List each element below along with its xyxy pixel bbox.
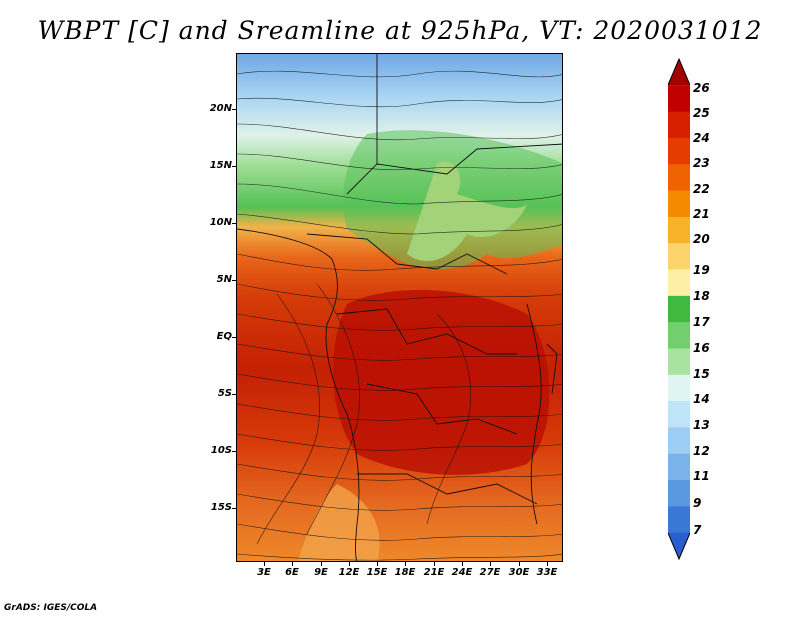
lon-label: 15E: [366, 567, 388, 578]
colorbar-segment: [668, 401, 690, 428]
lon-label: 27E: [479, 567, 501, 578]
lon-tick: [349, 562, 350, 566]
lat-label: 5N: [216, 274, 232, 285]
lon-label: 33E: [536, 567, 558, 578]
warm-core-region: [333, 290, 550, 475]
colorbar-segment: [668, 453, 690, 481]
chart-title: WBPT [C] and Sreamline at 925hPa, VT: 20…: [37, 16, 763, 45]
lat-tick: [232, 337, 236, 338]
lat-label: 15S: [210, 502, 232, 513]
colorbar-segment: [668, 348, 690, 376]
colorbar-segment: [668, 427, 690, 455]
colorbar-arrows: [668, 58, 690, 560]
streamlines: [237, 70, 562, 561]
lat-tick: [232, 166, 236, 167]
lat-label: 20N: [209, 103, 232, 114]
colorbar-segment: [668, 506, 690, 534]
lon-label: 12E: [338, 567, 360, 578]
colorbar-segment: [668, 532, 690, 559]
colorbar-segment: [668, 190, 690, 218]
colorbar-label: 15: [693, 367, 710, 381]
colorbar-segment: [668, 216, 690, 244]
lon-label: 30E: [508, 567, 530, 578]
lon-tick: [321, 562, 322, 566]
colorbar-segment: [668, 243, 690, 271]
lon-tick: [519, 562, 520, 566]
colorbar-segment: [668, 269, 690, 297]
lon-tick: [434, 562, 435, 566]
colorbar-label: 7: [693, 523, 702, 537]
colorbar-segment: [668, 85, 690, 113]
colorbar-label: 21: [693, 207, 710, 221]
colorbar-segments: [668, 59, 690, 559]
colorbar-segment: [668, 137, 690, 165]
lon-tick: [377, 562, 378, 566]
colorbar: [668, 58, 690, 560]
lat-tick: [232, 451, 236, 452]
colorbar-segment: [668, 164, 690, 192]
colorbar-label: 12: [693, 444, 710, 458]
country-borders: [237, 54, 562, 561]
credit-text: GrADS: IGES/COLA: [4, 603, 98, 613]
colorbar-label: 16: [693, 341, 710, 355]
lat-tick: [232, 223, 236, 224]
lon-tick: [490, 562, 491, 566]
lon-label: 9E: [314, 567, 328, 578]
colorbar-label: 25: [693, 106, 710, 120]
colorbar-label: 23: [693, 156, 710, 170]
colorbar-segment: [668, 374, 690, 402]
lat-label: 15N: [209, 160, 232, 171]
lon-label: 21E: [423, 567, 445, 578]
colorbar-label: 9: [693, 496, 702, 510]
lon-tick: [292, 562, 293, 566]
lon-tick: [462, 562, 463, 566]
colorbar-segment: [668, 59, 690, 86]
colorbar-label: 19: [693, 263, 710, 277]
map-panel: [236, 53, 563, 562]
colorbar-label: 18: [693, 289, 710, 303]
lon-label: 18E: [394, 567, 416, 578]
lon-tick: [547, 562, 548, 566]
green-band: [343, 130, 562, 270]
colorbar-label: 24: [693, 131, 710, 145]
lat-tick: [232, 109, 236, 110]
lat-tick: [232, 394, 236, 395]
colorbar-segment: [668, 322, 690, 349]
lat-label: 10S: [210, 445, 232, 456]
lat-tick: [232, 280, 236, 281]
lon-label: 6E: [285, 567, 299, 578]
colorbar-label: 17: [693, 315, 710, 329]
lat-label: EQ: [216, 331, 232, 342]
colorbar-segment: [668, 111, 690, 139]
colorbar-segment: [668, 480, 690, 507]
map-canvas: [237, 54, 562, 561]
lat-label: 5S: [217, 388, 232, 399]
colorbar-label: 26: [693, 81, 710, 95]
colorbar-segment: [668, 295, 690, 323]
lon-tick: [264, 562, 265, 566]
colorbar-label: 14: [693, 392, 710, 406]
colorbar-label: 22: [693, 182, 710, 196]
lon-label: 24E: [451, 567, 473, 578]
lon-label: 3E: [257, 567, 271, 578]
colorbar-label: 11: [693, 469, 710, 483]
colorbar-label: 20: [693, 232, 710, 246]
lon-tick: [405, 562, 406, 566]
lat-tick: [232, 508, 236, 509]
colorbar-label: 13: [693, 418, 710, 432]
lat-label: 10N: [209, 217, 232, 228]
